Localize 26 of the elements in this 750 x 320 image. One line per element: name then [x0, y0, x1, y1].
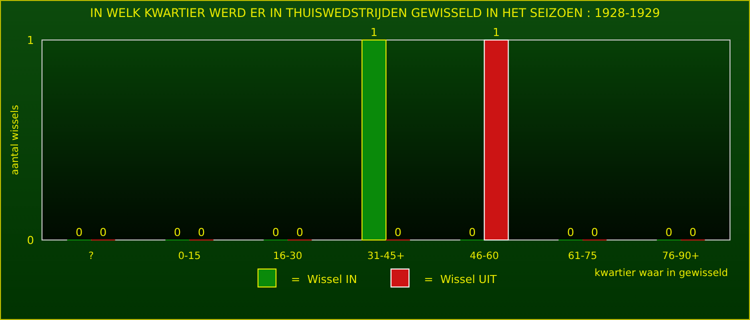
- x-tick-label: 61-75: [568, 251, 598, 262]
- x-tick-label: 0-15: [178, 251, 201, 262]
- data-label: 0: [296, 226, 304, 239]
- x-tick-label: 31-45+: [367, 251, 405, 262]
- x-axis-title: kwartier waar in gewisseld: [594, 268, 728, 279]
- data-label: 0: [272, 226, 280, 239]
- data-label: 0: [394, 226, 402, 239]
- data-label: 0: [76, 226, 83, 239]
- data-label: 0: [100, 226, 107, 239]
- x-tick-label: ?: [88, 251, 94, 262]
- data-label: 0: [665, 226, 672, 239]
- data-label: 0: [567, 226, 574, 239]
- y-axis-title: aantal wissels: [10, 104, 21, 176]
- data-label: 1: [492, 26, 500, 39]
- legend-label: = Wissel UIT: [424, 273, 497, 286]
- data-label: 0: [591, 226, 598, 239]
- data-label: 0: [468, 226, 476, 239]
- data-label: 1: [370, 26, 378, 39]
- data-label: 0: [198, 226, 205, 239]
- chart-title: IN WELK KWARTIER WERD ER IN THUISWEDSTRIJDEN GEWISSELD IN HET SEIZOEN : 1928-1929: [90, 6, 660, 20]
- data-label: 0: [689, 226, 696, 239]
- x-tick-label: 46-60: [470, 251, 499, 262]
- x-tick-label: 76-90+: [662, 251, 700, 262]
- legend-label: = Wissel IN: [291, 273, 358, 286]
- data-label: 0: [174, 226, 181, 239]
- x-tick-label: 16-30: [273, 251, 302, 262]
